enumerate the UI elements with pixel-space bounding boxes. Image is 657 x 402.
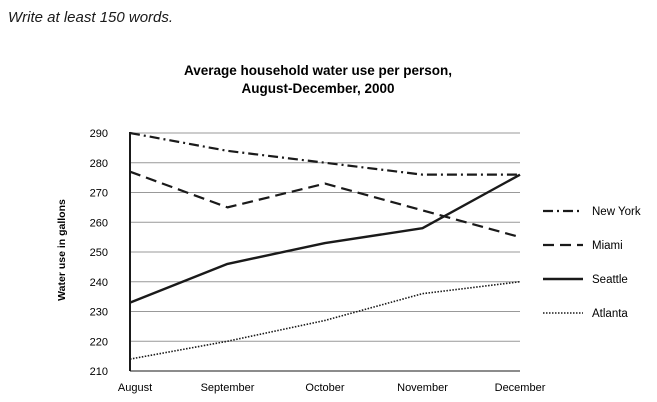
legend-label: Seattle [592, 274, 628, 286]
legend-label: New York [592, 206, 641, 218]
x-tick-label: August [118, 382, 152, 394]
legend-label: Miami [592, 240, 623, 252]
x-tick-label: December [495, 382, 546, 394]
series-line-atlanta [129, 280, 521, 360]
y-tick-label: 290 [90, 128, 108, 140]
x-tick-label: October [305, 382, 344, 394]
y-tick-label: 250 [90, 247, 108, 259]
grid [130, 132, 520, 342]
series-line-miami [129, 170, 521, 239]
y-tick-label: 280 [90, 158, 108, 170]
x-tick-label: September [201, 382, 255, 394]
y-axis-label: Water use in gallons [56, 199, 68, 301]
series [129, 131, 521, 360]
series-line-new-york [129, 131, 520, 176]
y-tick-label: 260 [90, 217, 108, 229]
chart-subtitle: August-December, 2000 [241, 81, 394, 96]
y-tick-label: 210 [90, 366, 108, 378]
series-line-seattle [129, 173, 521, 304]
y-tick-label: 270 [90, 188, 108, 200]
y-tick-label: 240 [90, 277, 108, 289]
legend-label: Atlanta [592, 308, 628, 320]
y-tick-label: 230 [90, 307, 108, 319]
instruction-text: Write at least 150 words. [8, 9, 174, 26]
axes: 210 220 230 240 250 260 270 280 290 August Septemb… [90, 128, 546, 394]
x-tick-label: November [397, 382, 448, 394]
chart-title: Average household water use per person, [184, 63, 452, 78]
legend: New York Miami Seattle Atlanta [543, 206, 641, 320]
y-tick-label: 220 [90, 336, 108, 348]
